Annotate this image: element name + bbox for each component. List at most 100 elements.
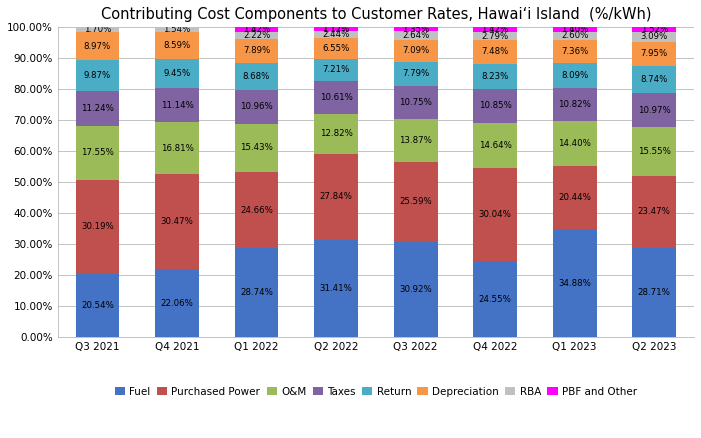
Text: 14.40%: 14.40% xyxy=(558,139,591,148)
Bar xyxy=(553,229,597,337)
Bar xyxy=(394,86,437,119)
Text: 20.44%: 20.44% xyxy=(558,193,591,202)
Bar xyxy=(394,241,437,337)
Bar xyxy=(76,91,119,126)
Text: 12.82%: 12.82% xyxy=(320,129,353,138)
Bar xyxy=(76,27,119,32)
Bar xyxy=(314,114,358,154)
Bar xyxy=(473,168,517,261)
Text: 24.55%: 24.55% xyxy=(479,295,512,304)
Text: 7.95%: 7.95% xyxy=(641,49,668,58)
Text: 6.55%: 6.55% xyxy=(322,44,350,53)
Bar xyxy=(473,32,517,40)
Text: 1.70%: 1.70% xyxy=(83,20,111,29)
Bar xyxy=(314,27,358,31)
Title: Contributing Cost Components to Customer Rates, Hawaiʻi Island  (%/kWh): Contributing Cost Components to Customer… xyxy=(101,7,651,22)
Text: 1.70%: 1.70% xyxy=(83,25,111,34)
Bar xyxy=(314,81,358,114)
Bar xyxy=(76,180,119,274)
Text: 28.74%: 28.74% xyxy=(240,288,273,297)
Bar xyxy=(632,27,676,32)
Bar xyxy=(632,176,676,248)
Bar xyxy=(76,32,119,60)
Text: 9.45%: 9.45% xyxy=(163,69,191,78)
Text: 1.35%: 1.35% xyxy=(402,25,429,34)
Text: 8.59%: 8.59% xyxy=(163,41,191,49)
Text: 2.60%: 2.60% xyxy=(561,31,588,40)
Text: 2.79%: 2.79% xyxy=(482,32,509,40)
Text: 11.24%: 11.24% xyxy=(81,104,114,113)
Text: 17.55%: 17.55% xyxy=(81,148,114,157)
Text: 1.54%: 1.54% xyxy=(163,25,191,34)
Text: 2.44%: 2.44% xyxy=(322,30,350,39)
Text: 24.66%: 24.66% xyxy=(240,205,273,215)
Bar xyxy=(473,261,517,337)
Text: 7.21%: 7.21% xyxy=(322,65,350,74)
Text: 14.64%: 14.64% xyxy=(479,141,512,150)
Text: 20.54%: 20.54% xyxy=(81,301,114,310)
Text: 8.09%: 8.09% xyxy=(561,71,588,80)
Bar xyxy=(632,66,676,93)
Text: 30.47%: 30.47% xyxy=(161,217,193,226)
Text: 1.52%: 1.52% xyxy=(641,25,668,34)
Text: 10.96%: 10.96% xyxy=(240,102,273,111)
Text: 7.79%: 7.79% xyxy=(402,69,429,78)
Bar xyxy=(314,154,358,240)
Text: 15.43%: 15.43% xyxy=(240,143,273,152)
Text: 10.61%: 10.61% xyxy=(320,93,353,102)
Bar xyxy=(473,123,517,168)
Bar xyxy=(553,32,597,40)
Text: 30.92%: 30.92% xyxy=(400,285,432,294)
Bar xyxy=(473,27,517,32)
Bar xyxy=(235,248,278,337)
Text: 13.87%: 13.87% xyxy=(399,136,432,145)
Bar xyxy=(155,22,199,27)
Text: 8.68%: 8.68% xyxy=(243,72,270,81)
Bar xyxy=(155,174,199,269)
Text: 11.14%: 11.14% xyxy=(161,101,193,110)
Text: 31.41%: 31.41% xyxy=(320,284,353,293)
Bar xyxy=(553,40,597,63)
Text: 10.82%: 10.82% xyxy=(558,100,591,109)
Text: 10.85%: 10.85% xyxy=(479,101,512,110)
Bar xyxy=(235,172,278,248)
Bar xyxy=(155,269,199,337)
Text: 1.12%: 1.12% xyxy=(322,25,350,34)
Bar xyxy=(632,42,676,66)
Text: 25.59%: 25.59% xyxy=(400,198,432,206)
Text: 23.47%: 23.47% xyxy=(638,208,671,216)
Text: 8.23%: 8.23% xyxy=(482,72,509,81)
Bar xyxy=(632,93,676,127)
Bar xyxy=(473,40,517,64)
Text: 2.22%: 2.22% xyxy=(243,31,270,39)
Text: 1.42%: 1.42% xyxy=(482,25,509,34)
Text: 7.89%: 7.89% xyxy=(243,46,270,55)
Bar xyxy=(235,27,278,32)
Text: 10.97%: 10.97% xyxy=(638,106,671,115)
Bar xyxy=(632,248,676,337)
Text: 28.71%: 28.71% xyxy=(638,288,671,297)
Bar xyxy=(76,60,119,91)
Bar xyxy=(632,32,676,42)
Text: 1.54%: 1.54% xyxy=(163,20,191,29)
Bar xyxy=(314,240,358,337)
Bar xyxy=(155,32,199,59)
Bar xyxy=(473,64,517,89)
Bar xyxy=(394,62,437,86)
Bar xyxy=(314,38,358,59)
Text: 3.09%: 3.09% xyxy=(641,32,668,41)
Text: 16.81%: 16.81% xyxy=(161,144,193,153)
Bar xyxy=(394,162,437,241)
Legend: Fuel, Purchased Power, O&M, Taxes, Return, Depreciation, RBA, PBF and Other: Fuel, Purchased Power, O&M, Taxes, Retur… xyxy=(111,383,641,401)
Text: 1.42%: 1.42% xyxy=(243,25,270,34)
Bar xyxy=(155,88,199,122)
Text: 34.88%: 34.88% xyxy=(558,279,591,288)
Bar xyxy=(155,27,199,32)
Bar xyxy=(394,27,437,32)
Text: 8.74%: 8.74% xyxy=(641,75,668,84)
Text: 7.48%: 7.48% xyxy=(482,47,509,57)
Bar xyxy=(553,166,597,229)
Bar xyxy=(473,89,517,123)
Bar xyxy=(394,40,437,62)
Text: 22.06%: 22.06% xyxy=(161,299,193,307)
